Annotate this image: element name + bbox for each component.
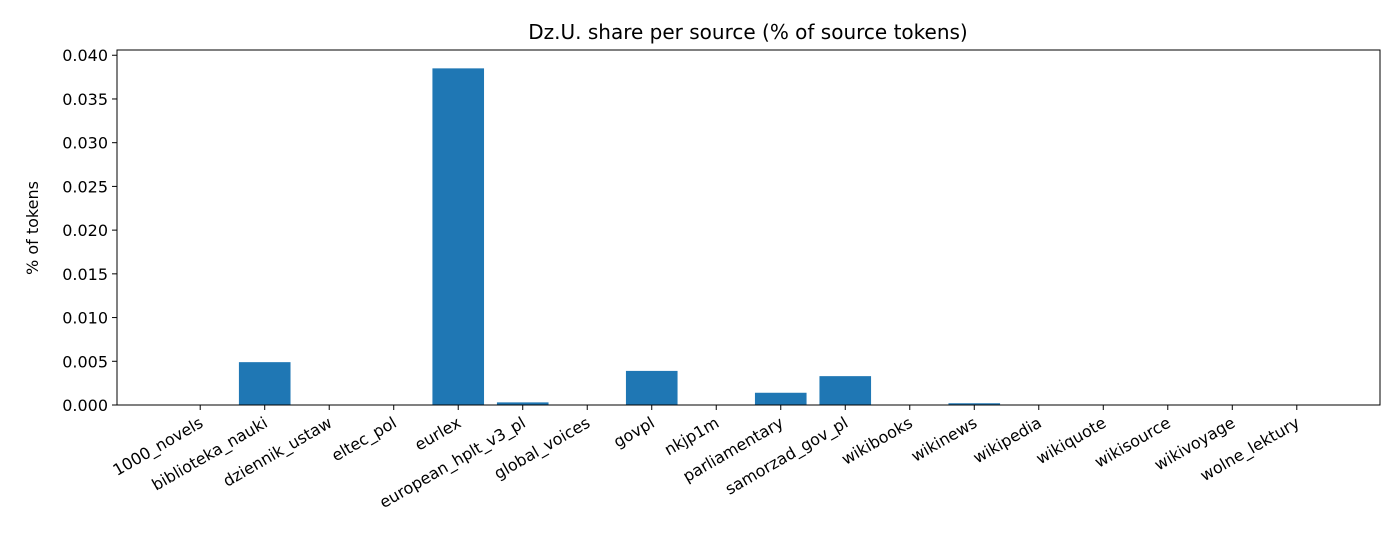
y-tick-label: 0.040 [62, 46, 108, 65]
chart-title: Dz.U. share per source (% of source toke… [528, 20, 967, 44]
x-tick-label: dziennik_ustaw [220, 413, 336, 492]
x-tick-label: wikinews [908, 413, 980, 466]
y-tick-label: 0.025 [62, 177, 108, 196]
bar [754, 392, 807, 405]
x-tick-label: wikipedia [970, 413, 1045, 467]
bar [432, 68, 485, 406]
plot-frame [116, 49, 1381, 406]
y-tick-label: 0.015 [62, 265, 108, 284]
x-tick-label: samorzad_gov_pl [722, 413, 852, 500]
bar [625, 370, 678, 405]
x-tick-label: eltec_pol [328, 413, 400, 466]
x-tick-label: govpl [610, 413, 658, 451]
bar [238, 362, 291, 405]
y-tick-label: 0.000 [62, 396, 108, 415]
x-tick-label: wikibooks [838, 413, 916, 469]
bar [948, 403, 1001, 405]
y-tick-label: 0.005 [62, 352, 108, 371]
y-tick-label: 0.020 [62, 221, 108, 240]
y-tick-label: 0.035 [62, 90, 108, 109]
bar [496, 402, 549, 405]
y-axis-label: % of tokens [23, 181, 42, 275]
bar [819, 376, 872, 405]
y-tick-label: 0.010 [62, 309, 108, 328]
y-tick-label: 0.030 [62, 134, 108, 153]
